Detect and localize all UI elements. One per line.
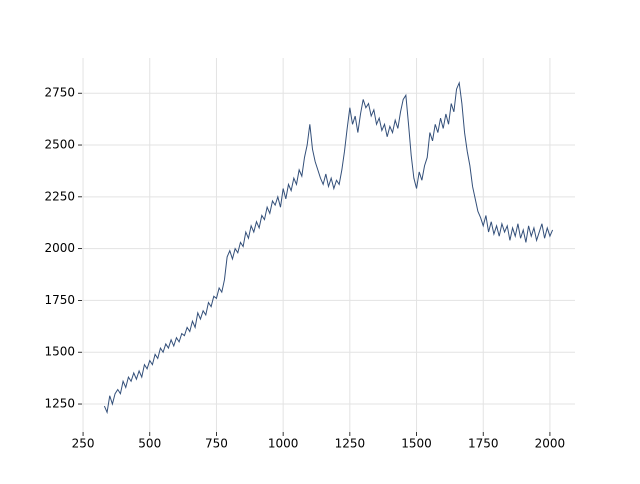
y-tick-label: 1250 [44,397,75,411]
x-tick-label: 1750 [468,437,499,451]
y-tick-label: 1750 [44,293,75,307]
x-tick-label: 500 [138,437,161,451]
y-tick-label: 2750 [44,86,75,100]
x-tick-label: 250 [72,437,95,451]
x-tick-label: 750 [205,437,228,451]
y-tick-label: 1500 [44,345,75,359]
y-tick-label: 2500 [44,138,75,152]
x-tick-label: 1000 [268,437,299,451]
data-line [103,80,554,415]
y-tick-label: 2250 [44,189,75,203]
x-tick-label: 1500 [401,437,432,451]
x-tick-label: 2000 [535,437,566,451]
y-tick-label: 2000 [44,241,75,255]
x-tick-label: 1250 [335,437,366,451]
